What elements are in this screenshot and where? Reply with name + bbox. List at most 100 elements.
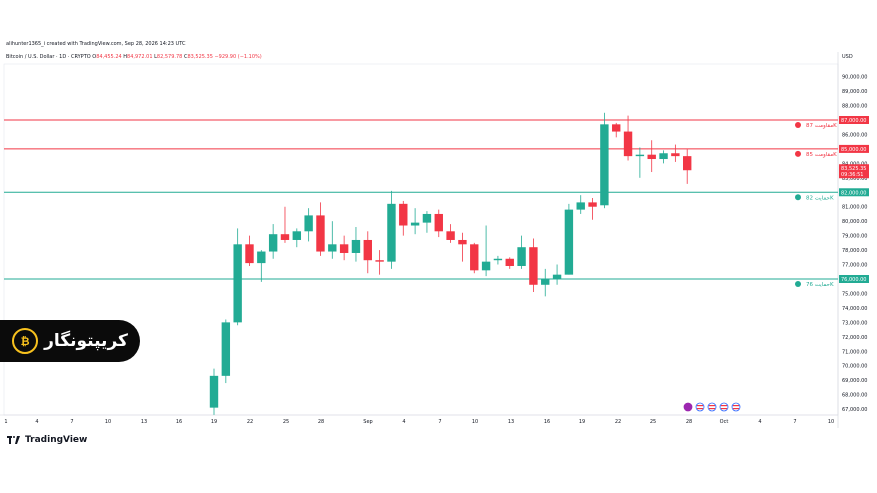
x-tick-label: 13: [141, 419, 147, 425]
candle-body[interactable]: [683, 156, 692, 171]
x-tick-label: 28: [686, 419, 692, 425]
watermark-badge: ₿ کریپتونگار: [0, 320, 140, 362]
x-tick-label: 25: [283, 419, 289, 425]
candle-body[interactable]: [410, 222, 420, 226]
earnings-event-icon[interactable]: [683, 402, 693, 412]
level-price-box: [839, 275, 869, 283]
y-tick-label: 80,000.00: [842, 219, 867, 225]
y-tick-label: 83,000.00: [842, 176, 867, 182]
candle-body[interactable]: [576, 202, 585, 210]
candle-body[interactable]: [316, 215, 325, 252]
candle-body[interactable]: [481, 261, 491, 271]
tradingview-brand: TradingView: [25, 435, 88, 445]
high-value: 84,972.01: [127, 54, 153, 60]
change-value: −929.90 (−1.10%): [214, 54, 262, 60]
candle-body[interactable]: [446, 231, 455, 240]
current-price-label: 83,525.35: [841, 166, 866, 172]
candle-body[interactable]: [529, 247, 538, 285]
y-tick-label: 78,000.00: [842, 248, 867, 254]
low-value: 82,579.78: [156, 54, 183, 60]
level-tag: مقاومت 87K: [806, 123, 837, 129]
level-price-box: [839, 188, 869, 197]
candle-body[interactable]: [588, 202, 597, 207]
x-tick-label: 22: [615, 419, 621, 425]
candle-body[interactable]: [351, 239, 361, 253]
candle-body[interactable]: [245, 244, 254, 264]
flag-stripe: [697, 405, 703, 407]
economic-event-icon[interactable]: [731, 402, 741, 412]
candle-body[interactable]: [328, 244, 337, 252]
x-tick-label: 4: [35, 419, 38, 425]
economic-event-icon[interactable]: [695, 402, 705, 412]
candle-body[interactable]: [434, 213, 443, 232]
chart-credit: alihunter1365_i created with TradingView…: [6, 41, 186, 47]
x-tick-label: 10: [105, 419, 111, 425]
candle-body[interactable]: [399, 203, 408, 226]
candle-body[interactable]: [505, 258, 514, 266]
currency-label: USD: [842, 54, 853, 60]
y-tick-label: 69,000.00: [842, 378, 867, 384]
close-label: C: [183, 54, 188, 60]
y-tick-label: 68,000.00: [842, 393, 867, 399]
x-tick-label: 7: [793, 419, 796, 425]
candle-body[interactable]: [647, 154, 656, 160]
y-tick-label: 67,000.00: [842, 407, 867, 413]
candle-body[interactable]: [304, 215, 313, 232]
candle-body[interactable]: [635, 154, 645, 157]
flag-stripe: [709, 408, 715, 410]
candle-body[interactable]: [268, 234, 278, 252]
candle-body[interactable]: [564, 209, 574, 275]
x-tick-label: 25: [650, 419, 656, 425]
open-value: 84,455.24: [96, 54, 122, 60]
symbol-name: Bitcoin / U.S. Dollar · 1D · CRYPTO: [6, 54, 91, 60]
candle-body[interactable]: [257, 251, 266, 264]
candle-body[interactable]: [659, 153, 668, 160]
economic-event-icon[interactable]: [707, 402, 717, 412]
candle-body[interactable]: [422, 213, 432, 223]
y-tick-label: 90,000.00: [842, 75, 867, 81]
x-tick-label: 22: [247, 419, 253, 425]
candle-body[interactable]: [623, 131, 633, 157]
candle-body[interactable]: [375, 260, 384, 262]
candle-body[interactable]: [612, 124, 621, 132]
candle-body[interactable]: [552, 274, 562, 279]
tradingview-icon: [7, 436, 21, 444]
close-value: 83,525.35: [187, 54, 213, 60]
economic-event-icon[interactable]: [719, 402, 729, 412]
candle-body[interactable]: [233, 244, 242, 323]
flag-stripe: [733, 408, 739, 410]
level-price-box: [839, 116, 869, 124]
x-tick-label: 10: [828, 419, 834, 425]
level-price-label: 87,000.00: [841, 118, 866, 124]
y-tick-label: 71,000.00: [842, 349, 867, 355]
candle-body[interactable]: [363, 239, 372, 261]
candle-body[interactable]: [292, 231, 302, 240]
current-price-box: [839, 164, 869, 179]
level-price-label: 82,000.00: [841, 190, 866, 196]
candle-body[interactable]: [493, 258, 503, 261]
symbol-legend: Bitcoin / U.S. Dollar · 1D · CRYPTO O84,…: [6, 54, 262, 60]
y-tick-label: 75,000.00: [842, 291, 867, 297]
y-tick-label: 70,000.00: [842, 364, 867, 370]
y-tick-label: 88,000.00: [842, 104, 867, 110]
candle-body[interactable]: [387, 203, 396, 262]
candle-body[interactable]: [339, 244, 349, 253]
candle-body[interactable]: [541, 279, 550, 285]
level-price-box: [839, 144, 869, 153]
y-tick-label: 77,000.00: [842, 263, 867, 269]
candle-body[interactable]: [209, 375, 219, 408]
tradingview-logo[interactable]: TradingView: [7, 435, 87, 445]
x-tick-label: Oct: [720, 419, 729, 425]
candle-body[interactable]: [458, 239, 467, 245]
x-tick-label: 1: [4, 419, 7, 425]
level-dot: [795, 281, 801, 287]
candle-body[interactable]: [280, 234, 290, 240]
candle-body[interactable]: [221, 322, 231, 376]
candle-body[interactable]: [671, 153, 680, 157]
candle-body[interactable]: [517, 247, 526, 266]
candle-body[interactable]: [600, 124, 609, 206]
y-tick-label: 73,000.00: [842, 320, 867, 326]
candle-body[interactable]: [470, 244, 479, 271]
flag-stripe: [721, 405, 727, 407]
